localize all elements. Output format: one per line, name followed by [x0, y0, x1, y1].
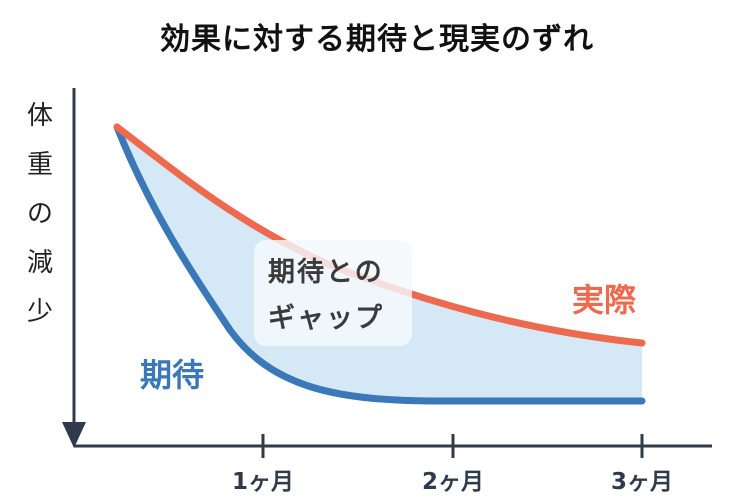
y-axis-label: 体 重 の 減 少 — [22, 92, 58, 337]
gap-annotation-text: 期待との ギャップ — [268, 250, 384, 342]
x-tick-label: 1ヶ月 — [231, 469, 295, 495]
y-axis-label-char: 少 — [26, 297, 53, 327]
chart-title: 効果に対する期待と現実のずれ — [160, 22, 594, 57]
gap-label-line1: 期待との — [268, 257, 384, 288]
x-tick-label: 2ヶ月 — [421, 469, 485, 495]
y-axis-arrow-down-icon — [62, 422, 86, 448]
y-axis-label-char: の — [26, 199, 53, 229]
gap-label-line2: ギャップ — [268, 303, 384, 334]
expected-series-label: 期待 — [140, 356, 205, 394]
x-tick-label: 3ヶ月 — [610, 469, 674, 495]
y-axis-label-char: 減 — [26, 248, 53, 278]
y-axis-label-char: 重 — [26, 150, 53, 180]
y-axis-label-char: 体 — [26, 101, 53, 131]
gap-fill-area — [117, 127, 642, 401]
expected-line — [113, 123, 646, 405]
actual-series-label: 実際 — [572, 281, 637, 319]
gap-annotation-box — [254, 240, 412, 346]
